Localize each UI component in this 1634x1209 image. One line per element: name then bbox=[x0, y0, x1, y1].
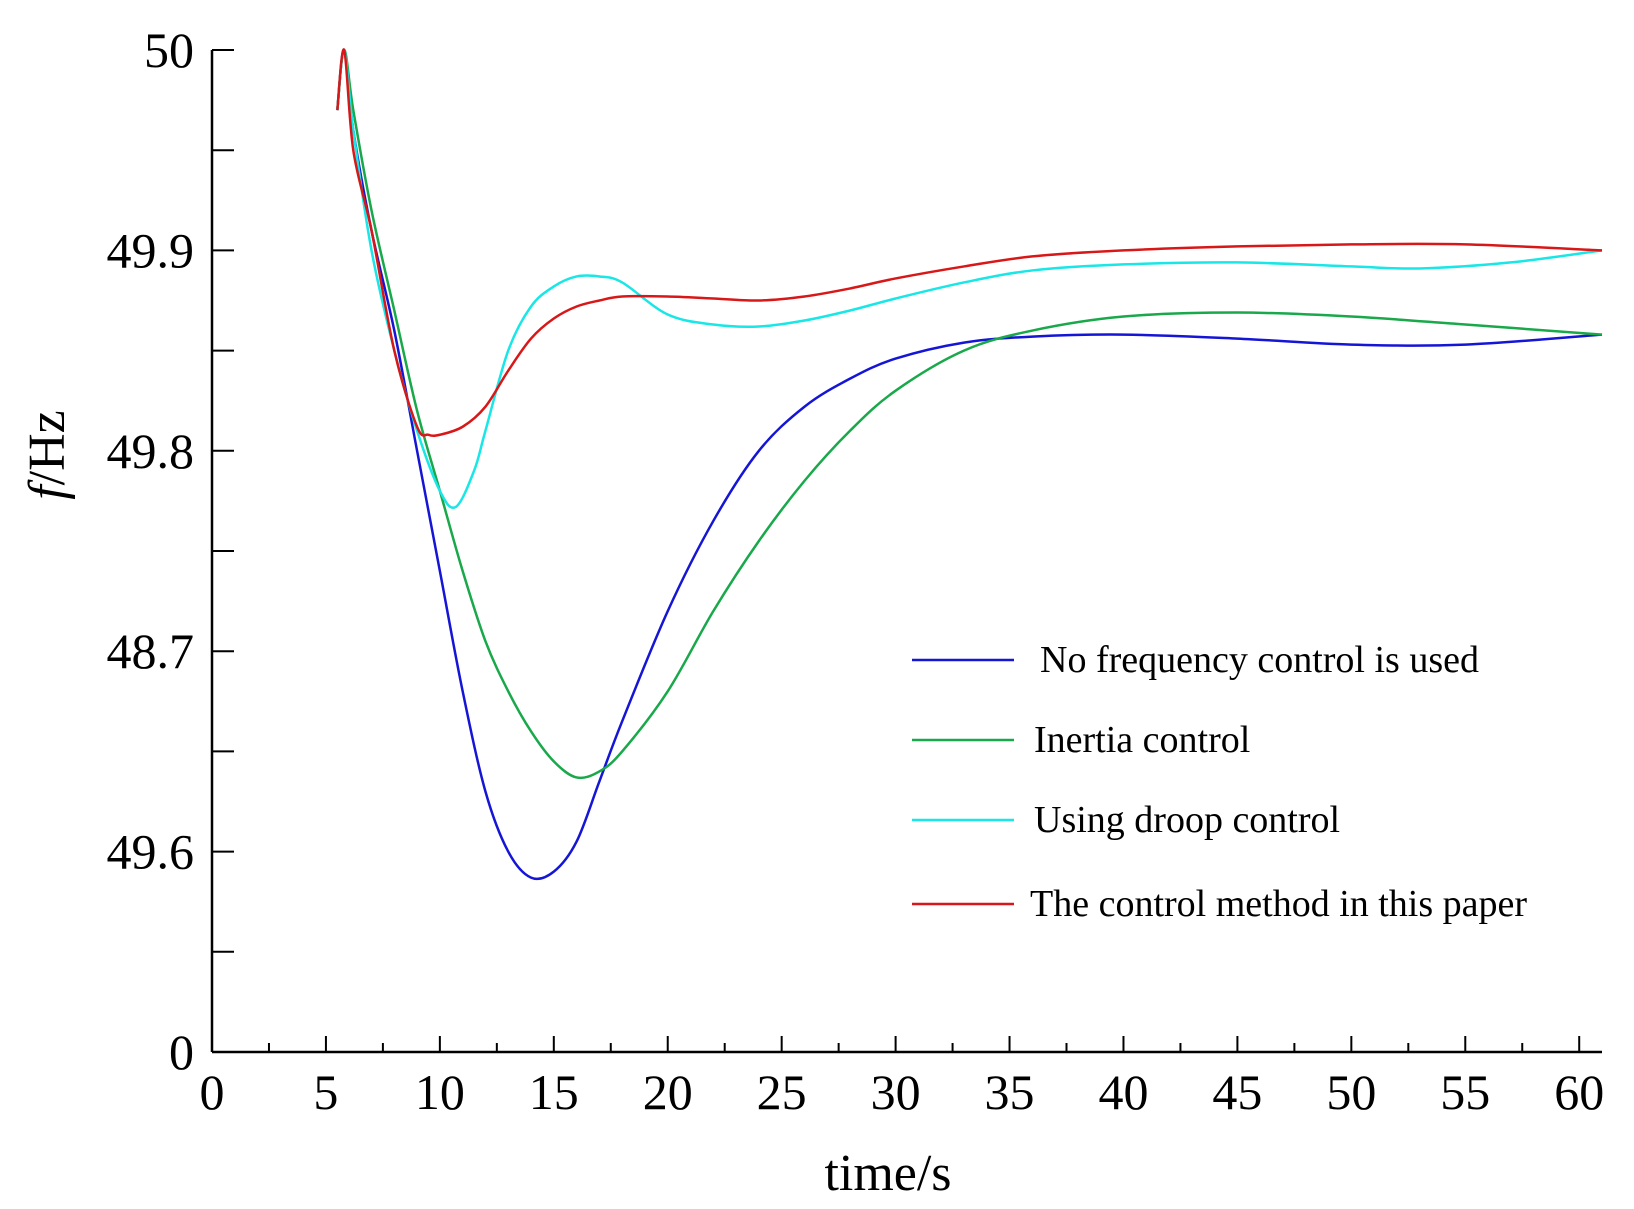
legend-label: The control method in this paper bbox=[1030, 883, 1527, 925]
x-tick-label: 40 bbox=[1098, 1064, 1148, 1120]
series-line-inertia-control bbox=[336, 48, 1603, 780]
x-tick-label: 35 bbox=[985, 1064, 1035, 1120]
x-tick-label: 10 bbox=[415, 1064, 465, 1120]
y-tick-label: 0 bbox=[169, 1024, 194, 1080]
y-tick-label: 48.7 bbox=[107, 623, 195, 679]
x-tick-label: 50 bbox=[1326, 1064, 1376, 1120]
x-tick-label: 0 bbox=[200, 1064, 225, 1120]
x-tick-label: 55 bbox=[1440, 1064, 1490, 1120]
legend-label: Using droop control bbox=[1034, 799, 1340, 841]
legend-label: No frequency control is used bbox=[1040, 639, 1479, 681]
x-tick-label: 60 bbox=[1554, 1064, 1604, 1120]
series-layer bbox=[336, 48, 1603, 881]
x-tick-label: 15 bbox=[529, 1064, 579, 1120]
series-line-the-control-method-in-this-paper bbox=[336, 48, 1603, 438]
ticks: 0 5 10 15 20 25 30 35 40 45 50 55 60 0 49.6 48.7 49.8 49.… bbox=[107, 22, 1605, 1120]
x-tick-label: 30 bbox=[871, 1064, 921, 1120]
series-line-using-droop-control bbox=[336, 48, 1603, 509]
series-line-no-frequency-control-is-used bbox=[336, 48, 1603, 881]
x-tick-label: 45 bbox=[1212, 1064, 1262, 1120]
y-tick-label: 49.9 bbox=[107, 222, 195, 278]
x-tick-label: 5 bbox=[313, 1064, 338, 1120]
y-axis-title-unit: /Hz bbox=[19, 410, 76, 485]
y-tick-label: 49.8 bbox=[107, 423, 195, 479]
y-tick-label: 49.6 bbox=[107, 824, 195, 880]
x-tick-label: 20 bbox=[643, 1064, 693, 1120]
y-tick-label: 50 bbox=[144, 22, 194, 78]
y-axis-title: f/Hz bbox=[19, 410, 76, 500]
x-axis-title: time/s bbox=[824, 1145, 951, 1202]
legend: No frequency control is used Inertia cont… bbox=[912, 639, 1527, 925]
legend-label: Inertia control bbox=[1034, 719, 1250, 761]
x-tick-label: 25 bbox=[757, 1064, 807, 1120]
